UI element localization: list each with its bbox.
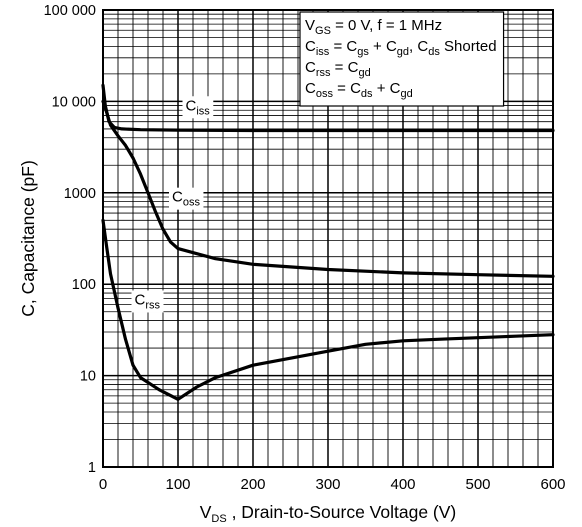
x-tick-label: 100 [165, 476, 190, 493]
y-tick-label: 1000 [64, 186, 96, 202]
curve-labels: Ciss Coss Crss [131, 96, 214, 313]
plot-frame [102, 9, 554, 468]
condition-line: Crss = Cgd [305, 59, 371, 79]
conditions-box [299, 11, 505, 107]
x-tick-label: 200 [240, 476, 265, 493]
x-tick-label: 600 [540, 476, 565, 493]
y-tick-label: 1 [88, 460, 96, 476]
x-tick-label: 0 [99, 476, 107, 493]
curves [101, 83, 555, 401]
series-label-background [169, 187, 204, 210]
y-axis-title: C, Capacitance (pF) [18, 160, 38, 317]
series-label-background [182, 96, 214, 119]
series-label-ciss: Ciss [186, 97, 211, 117]
x-axis-title: VDS , Drain-to-Source Voltage (V) [200, 502, 457, 525]
y-tick-labels: 1 10 100 1000 10 000 100 000 [44, 3, 96, 476]
x-tick-label: 300 [315, 476, 340, 493]
series-label-background [131, 290, 164, 313]
series-line-crss [101, 218, 555, 401]
condition-line: Ciss = Cgs + Cgd, Cds Shorted [305, 38, 497, 58]
grid [103, 10, 553, 467]
x-tick-labels: 0 100 200 300 400 500 600 [99, 476, 566, 493]
y-tick-label: 100 000 [44, 3, 96, 19]
y-tick-label: 10 [80, 369, 96, 385]
condition-line: Coss = Cds + Cgd [305, 80, 413, 100]
x-tick-label: 500 [465, 476, 490, 493]
y-tick-label: 10 000 [52, 94, 96, 110]
condition-line: VGS = 0 V, f = 1 MHz [305, 17, 442, 37]
x-tick-label: 400 [390, 476, 415, 493]
series-label-coss: Coss [172, 189, 200, 209]
y-tick-label: 100 [72, 277, 96, 293]
series-line-coss [101, 99, 555, 278]
series-label-crss: Crss [135, 291, 161, 311]
